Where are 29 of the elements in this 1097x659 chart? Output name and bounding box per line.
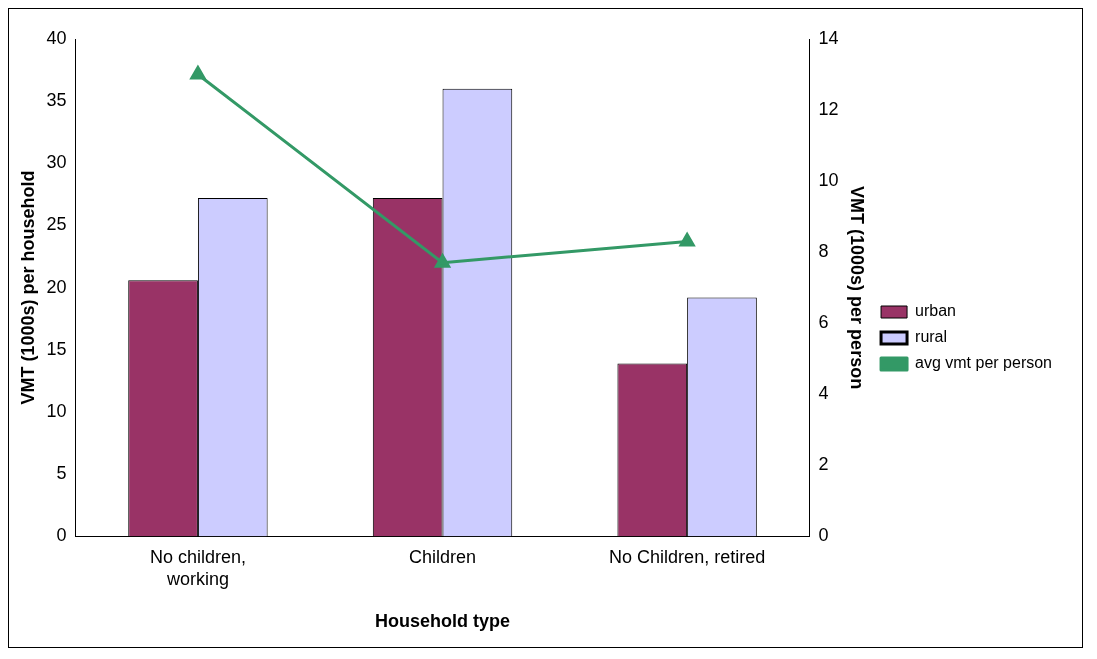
x-axis-title: Household type — [375, 611, 511, 632]
x-tick-label: Children — [409, 546, 477, 567]
y2-tick-label: 12 — [818, 99, 839, 119]
y2-axis-title: VMT (1000s) per person — [847, 186, 868, 390]
y2-tick-label: 8 — [818, 241, 829, 262]
point — [190, 66, 206, 80]
y-axis-title: VMT (1000s) per household — [17, 170, 38, 405]
y-tick-label: 35 — [46, 90, 67, 111]
legend-label: urban — [915, 302, 956, 320]
y2-tick-label: 10 — [818, 170, 839, 191]
point — [679, 232, 695, 247]
y-tick-label: 15 — [46, 338, 67, 359]
legend-label: rural — [915, 328, 948, 346]
x-tick-label: No Children, retired — [609, 546, 766, 567]
y-tick-label: 25 — [46, 214, 67, 235]
point — [434, 254, 451, 268]
y2-tick-label: 2 — [818, 454, 829, 475]
y2-tick-label: 4 — [818, 383, 829, 404]
x-tick-label: No children, working — [149, 546, 246, 589]
y-tick-label: 30 — [46, 152, 67, 173]
y-tick-label: 10 — [46, 400, 67, 421]
y-tick-label: 40 — [46, 27, 67, 48]
y-tick-label: 5 — [56, 463, 67, 484]
y2-tick-label: 0 — [818, 525, 829, 546]
y-tick-label: 0 — [56, 525, 67, 546]
y-tick-label: 20 — [46, 276, 67, 297]
y2-tick-label: 6 — [818, 312, 829, 333]
y2-tick-label: 14 — [818, 27, 839, 48]
legend-label: avg vmt per person — [915, 354, 1052, 372]
